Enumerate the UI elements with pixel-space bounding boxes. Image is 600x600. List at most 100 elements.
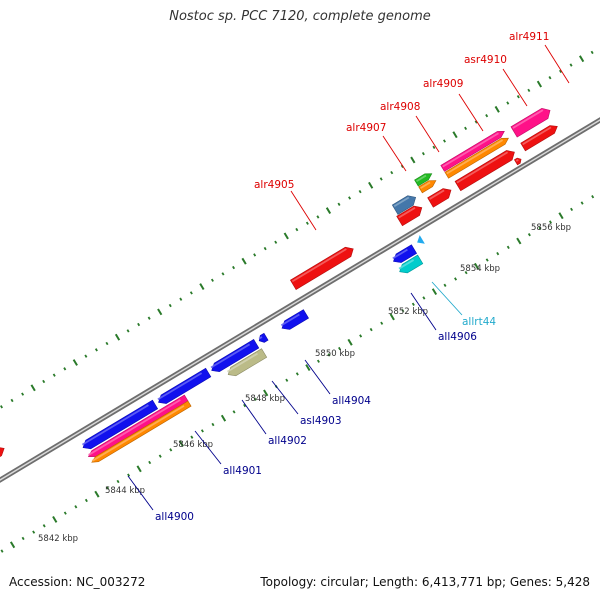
gene-arrow-shine xyxy=(446,139,504,175)
gene-alr4911[interactable] xyxy=(510,107,551,138)
ruler-tick xyxy=(42,524,46,528)
kbp-label: 5856 kbp xyxy=(531,223,571,233)
gene-alr4909-gene[interactable] xyxy=(444,137,509,179)
gene-label-alr4905[interactable]: alr4905 xyxy=(254,179,294,191)
kbp-label: 5842 kbp xyxy=(38,534,78,544)
gene-label-all4901[interactable]: all4901 xyxy=(223,465,262,477)
gene-arrow-body[interactable] xyxy=(414,173,433,187)
ruler-tick xyxy=(516,95,520,99)
gene-arrow-body[interactable] xyxy=(444,137,509,179)
gene-label-all4902[interactable]: all4902 xyxy=(268,435,307,447)
ruler-tick xyxy=(464,270,468,275)
gene-allrt44[interactable] xyxy=(398,254,424,274)
gene-all4904-small[interactable] xyxy=(258,332,269,343)
gene-arrow-body[interactable] xyxy=(513,157,522,166)
gene-arrow-shine xyxy=(88,399,181,456)
ruler-tick xyxy=(10,398,14,403)
ruler-tick xyxy=(368,181,374,189)
gene-arrow-body[interactable] xyxy=(82,399,159,450)
gene-asr4910-cds[interactable] xyxy=(454,150,515,192)
ruler-tick xyxy=(590,50,594,55)
gene-label-all4906[interactable]: all4906 xyxy=(438,331,477,343)
gene-alr4906-partner[interactable] xyxy=(396,205,423,227)
gene-left-edge[interactable] xyxy=(0,447,5,535)
gene-label-all4904[interactable]: all4904 xyxy=(332,395,371,407)
kbp-label: 5850 kbp xyxy=(315,349,355,359)
gene-alr4911-cds[interactable] xyxy=(520,125,558,152)
ruler-tick xyxy=(84,354,88,358)
ruler-tick xyxy=(305,364,311,372)
accession-text: Accession: NC_003272 xyxy=(9,575,146,589)
gene-arrow-body[interactable] xyxy=(427,188,452,208)
ruler-tick xyxy=(570,207,574,212)
ruler-tick xyxy=(454,277,458,281)
gene-tiny-right[interactable] xyxy=(513,157,522,166)
gene-all4906[interactable] xyxy=(392,244,418,263)
gene-arrow-body[interactable] xyxy=(227,348,268,377)
gene-arrow-body[interactable] xyxy=(0,447,5,535)
gene-arrow-body[interactable] xyxy=(399,254,424,274)
gene-asl4903[interactable] xyxy=(227,348,268,377)
ruler-tick xyxy=(474,120,478,124)
gene-arrow-body[interactable] xyxy=(418,180,437,194)
gene-asl4903-cds[interactable] xyxy=(210,339,260,373)
ruler-tick xyxy=(94,348,98,352)
gene-alr4909[interactable] xyxy=(440,131,505,172)
ruler-tick xyxy=(422,296,426,300)
gene-label-asr4910[interactable]: asr4910 xyxy=(464,54,507,66)
gene-label-leader xyxy=(502,68,528,107)
gene-label-alr4908[interactable]: alr4908 xyxy=(380,101,420,113)
ruler-tick xyxy=(9,541,16,549)
gene-arrow-body[interactable] xyxy=(258,332,269,343)
gene-arrow-body[interactable] xyxy=(158,367,212,404)
gene-alr4909-cds[interactable] xyxy=(427,188,452,208)
gene-marker-triangle[interactable] xyxy=(417,235,425,244)
ruler-tick xyxy=(421,151,425,156)
ruler-tick xyxy=(169,448,173,452)
ruler-tick xyxy=(114,333,121,341)
gene-alr4907[interactable] xyxy=(391,195,417,215)
ruler-tick xyxy=(316,215,320,219)
gene-arrow-body[interactable] xyxy=(281,309,309,330)
gene-arrow-shine xyxy=(398,207,416,219)
gene-all4902[interactable] xyxy=(157,367,212,404)
gene-arrow-shine xyxy=(392,248,408,260)
gene-all4900[interactable] xyxy=(81,399,159,450)
ruler-tick xyxy=(559,69,563,74)
gene-label-leader xyxy=(304,359,331,395)
gene-arrow-body[interactable] xyxy=(510,107,551,138)
ruler-tick xyxy=(243,403,247,408)
gene-arrow-body[interactable] xyxy=(391,195,417,215)
gene-label-alr4909[interactable]: alr4909 xyxy=(423,78,463,90)
gene-arrow-shine xyxy=(420,181,431,189)
gene-label-alr4911[interactable]: alr4911 xyxy=(509,31,549,43)
gene-alr4908[interactable] xyxy=(418,180,437,194)
kbp-label: 5844 kbp xyxy=(105,486,145,496)
gene-label-alr4907[interactable]: alr4907 xyxy=(346,122,386,134)
gene-label-all4900[interactable]: all4900 xyxy=(155,511,194,523)
ruler-tick xyxy=(359,334,363,338)
gene-arrow-body[interactable] xyxy=(396,205,423,227)
gene-arrow-shine xyxy=(91,405,185,462)
ruler-tick xyxy=(63,367,67,371)
gene-arrow-body[interactable] xyxy=(440,131,505,172)
gene-alr4908-marker[interactable] xyxy=(414,173,433,187)
gene-alr4905[interactable] xyxy=(289,246,354,290)
ruler-tick xyxy=(30,384,36,392)
ruler-tick xyxy=(137,322,141,327)
ruler-tick xyxy=(506,101,510,105)
ruler-tick xyxy=(116,479,120,484)
gene-arrow-body[interactable] xyxy=(289,246,354,290)
gene-arrow-body[interactable] xyxy=(520,125,558,152)
gene-all4904[interactable] xyxy=(280,309,309,330)
ruler-tick xyxy=(21,536,25,541)
gene-label-asl4903[interactable]: asl4903 xyxy=(300,415,342,427)
ruler-tick xyxy=(42,379,46,384)
gene-all4901[interactable] xyxy=(91,400,192,463)
gene-arrow-body[interactable] xyxy=(393,244,418,263)
gene-arrow-body[interactable] xyxy=(211,339,260,373)
gene-arrow-body[interactable] xyxy=(454,150,515,192)
gene-label-allrt44[interactable]: allrt44 xyxy=(462,316,496,328)
gene-arrow-shine xyxy=(393,196,410,208)
ruler-tick xyxy=(158,454,162,458)
